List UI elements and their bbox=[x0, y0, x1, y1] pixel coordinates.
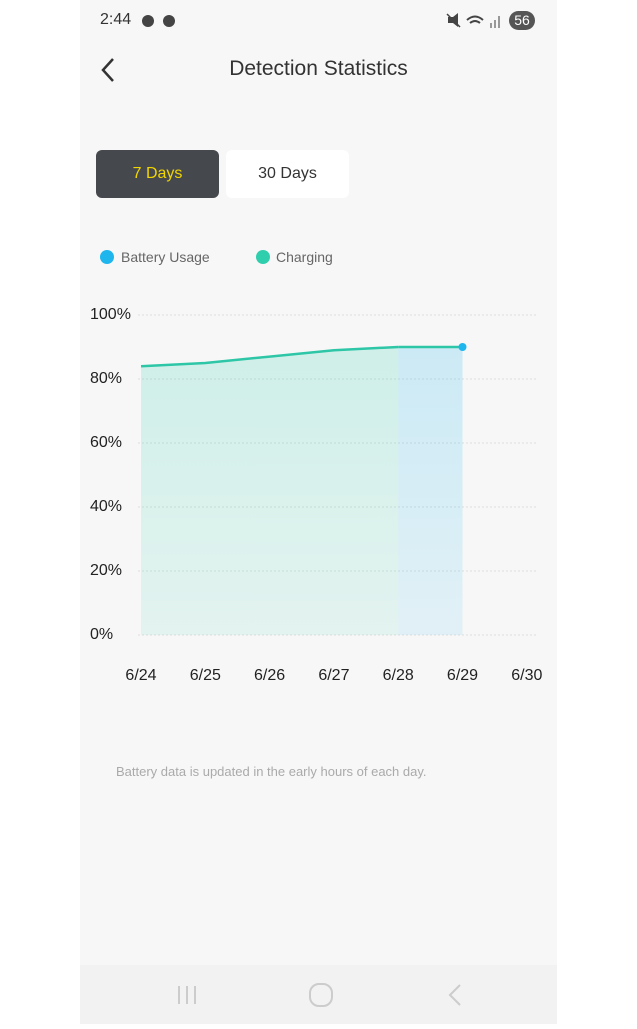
x-tick-label: 6/29 bbox=[447, 667, 478, 684]
area bbox=[398, 347, 463, 635]
back-button[interactable] bbox=[98, 56, 118, 84]
y-tick-label: 40% bbox=[90, 498, 122, 515]
y-tick-label: 80% bbox=[90, 370, 122, 387]
nav-icons bbox=[178, 983, 461, 1007]
x-tick-label: 6/26 bbox=[254, 667, 285, 684]
y-tick-label: 60% bbox=[90, 434, 122, 451]
x-tick-label: 6/27 bbox=[318, 667, 349, 684]
tab-30-days[interactable]: 30 Days bbox=[226, 150, 349, 198]
legend-label: Battery Usage bbox=[121, 249, 210, 265]
nav-bar bbox=[80, 965, 557, 1024]
legend-swatch bbox=[256, 250, 270, 264]
area bbox=[141, 347, 399, 635]
x-tick-label: 6/28 bbox=[383, 667, 414, 684]
x-tick-label: 6/30 bbox=[511, 667, 542, 684]
status-time: 2:44 bbox=[100, 11, 132, 28]
y-tick-label: 20% bbox=[90, 562, 122, 579]
status-battery: 56 bbox=[509, 11, 535, 30]
tab-7-days[interactable]: 7 Days bbox=[96, 150, 219, 198]
notification-icons bbox=[142, 15, 175, 27]
x-tick-label: 6/24 bbox=[125, 667, 156, 684]
status-icons bbox=[446, 13, 500, 28]
legend-swatch bbox=[100, 250, 114, 264]
legend-label: Charging bbox=[276, 249, 333, 265]
line bbox=[140, 345, 399, 368]
y-tick-label: 100% bbox=[90, 306, 131, 323]
footer-note: Battery data is updated in the early hou… bbox=[116, 764, 427, 779]
y-tick-label: 0% bbox=[90, 626, 113, 643]
x-tick-label: 6/25 bbox=[190, 667, 221, 684]
header-title: Detection Statistics bbox=[229, 57, 408, 80]
end-point bbox=[458, 343, 467, 351]
